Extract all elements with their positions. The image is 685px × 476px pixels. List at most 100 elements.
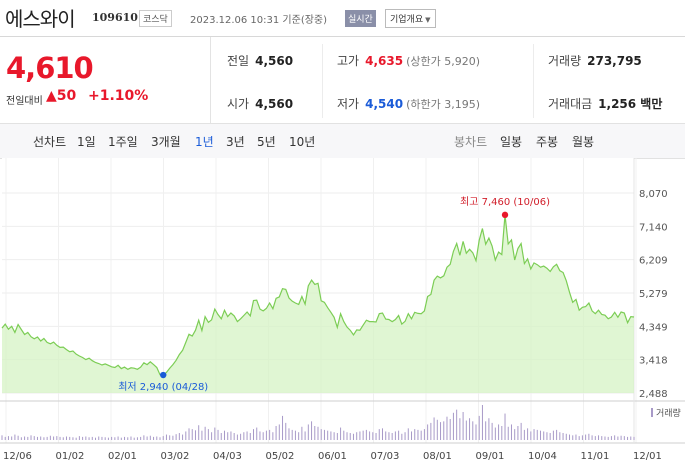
volume-bar (194, 430, 196, 440)
tab-period-1w[interactable]: 1주일 (108, 135, 138, 149)
volume-bar (449, 419, 451, 440)
chart-tabs: 선차트 1일 1주일 3개월 1년 3년 5년 10년 봉차트 일봉 주봉 월봉 (0, 123, 685, 159)
company-overview-button[interactable]: 기업개요 ▼ (385, 9, 436, 28)
volume-bar (27, 436, 29, 440)
tab-period-1d[interactable]: 1일 (77, 135, 96, 149)
volume-bar (536, 429, 538, 440)
volume-bar (49, 435, 51, 440)
change-label: 전일대비 (6, 96, 43, 107)
volume-bar (20, 437, 22, 440)
volume-bar (494, 427, 496, 440)
divider (0, 36, 685, 37)
volume-legend-swatch (651, 408, 653, 417)
volume-bar (320, 429, 322, 440)
volume-bar (136, 437, 138, 440)
volume-bar (323, 429, 325, 440)
volume-bar (65, 436, 67, 440)
volume-bar (456, 409, 458, 440)
volume-bar (375, 433, 377, 440)
tab-weekly-candle[interactable]: 주봉 (536, 135, 559, 149)
volume-bar (510, 424, 512, 440)
x-tick-label: 08/01 (423, 451, 452, 462)
volume-bar (17, 435, 19, 440)
current-price: 4,610 (6, 51, 94, 85)
stat-label: 전일 (227, 54, 250, 68)
y-tick-label: 3,418 (639, 356, 668, 367)
volume-bar (272, 432, 274, 440)
volume-bar (469, 418, 471, 440)
volume-bar (233, 433, 235, 440)
tab-daily-candle[interactable]: 일봉 (500, 135, 523, 149)
volume-bar (591, 435, 593, 440)
volume-bar (578, 436, 580, 440)
volume-bar (452, 412, 454, 440)
volume-bar (120, 437, 122, 440)
volume-bar (420, 430, 422, 440)
volume-bar (56, 436, 58, 440)
volume-bar (101, 436, 103, 440)
volume-bar (172, 435, 174, 440)
volume-bar (204, 426, 206, 440)
volume-bar (223, 430, 225, 440)
tab-period-10y[interactable]: 10년 (289, 135, 316, 149)
volume-bar (146, 436, 148, 440)
tab-period-1y[interactable]: 1년 (195, 135, 214, 149)
stat-value: 273,795 (587, 54, 642, 68)
volume-bar (198, 425, 200, 440)
volume-bar (352, 433, 354, 440)
volume-bar (543, 431, 545, 440)
volume-bar (46, 436, 48, 440)
stat-label: 시가 (227, 97, 250, 111)
volume-bar (446, 416, 448, 440)
volume-bar (72, 437, 74, 440)
volume-bar (259, 431, 261, 440)
volume-bar (59, 436, 61, 440)
volume-bar (504, 413, 506, 440)
tab-period-3m[interactable]: 3개월 (151, 135, 181, 149)
volume-bar (562, 433, 564, 440)
volume-bar (356, 432, 358, 440)
lower-limit: (하한가 3,195) (406, 98, 480, 111)
x-tick-label: 12/01 (633, 451, 662, 462)
high-annotation: 최고 7,460 (10/06) (460, 196, 550, 208)
volume-bar (552, 430, 554, 440)
volume-bar (633, 436, 635, 440)
y-tick-label: 2,488 (639, 389, 668, 400)
volume-bar (149, 435, 151, 440)
volume-bar (549, 433, 551, 440)
volume-bar (478, 415, 480, 440)
volume-bar (88, 437, 90, 440)
tab-period-3y[interactable]: 3년 (226, 135, 245, 149)
volume-bar (530, 431, 532, 440)
volume-bar (53, 436, 55, 440)
volume-bar (414, 429, 416, 440)
price-chart[interactable]: 8,070 7,140 6,209 5,279 4,349 3,418 2,488 12/06… (0, 158, 685, 476)
volume-bar (43, 437, 45, 440)
volume-bar (620, 435, 622, 440)
volume-bar (98, 436, 100, 440)
volume-bar (159, 437, 161, 440)
realtime-badge[interactable]: 실시간 (345, 10, 376, 27)
volume-bar (317, 426, 319, 440)
volume-bar (391, 433, 393, 440)
volume-bar (227, 432, 229, 440)
volume-bar (401, 433, 403, 440)
volume-bar (349, 433, 351, 440)
volume-bar (594, 436, 596, 440)
x-tick-label: 09/01 (476, 451, 505, 462)
stat-low: 저가 4,540 (하한가 3,195) (337, 95, 480, 112)
tab-monthly-candle[interactable]: 월봉 (572, 135, 595, 149)
stat-value: 1,256 백만 (598, 97, 663, 111)
volume-bar (575, 434, 577, 440)
volume-bar (472, 421, 474, 440)
volume-bar (253, 429, 255, 440)
volume-bar (69, 436, 71, 440)
volume-bar (598, 435, 600, 440)
volume-bar (107, 437, 109, 440)
volume-bar (481, 405, 483, 440)
tab-period-5y[interactable]: 5년 (257, 135, 276, 149)
x-tick-label: 10/04 (528, 451, 557, 462)
volume-bar (14, 434, 16, 440)
volume-bar (539, 430, 541, 440)
volume-bar (572, 435, 574, 440)
